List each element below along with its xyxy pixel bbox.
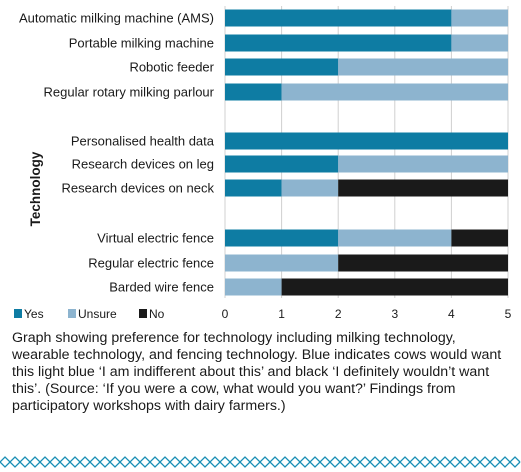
bar-yes-segment — [225, 58, 339, 76]
x-tick-label: 4 — [448, 307, 455, 321]
bar-yes-segment — [225, 34, 452, 52]
bar-no-segment — [281, 278, 508, 296]
bar-unsure-segment — [451, 34, 508, 52]
legend-label-no: No — [149, 307, 165, 321]
legend-swatch-no — [139, 309, 147, 318]
category-label: Research devices on neck — [62, 181, 215, 196]
decorative-border — [0, 456, 521, 468]
x-tick-label: 1 — [278, 307, 285, 321]
bar-yes-segment — [225, 229, 339, 247]
bar-unsure-segment — [281, 179, 339, 197]
stacked-bar-chart: Automatic milking machine (AMS) Portable … — [14, 6, 512, 321]
category-label: Regular rotary milking parlour — [43, 85, 214, 100]
category-label: Regular electric fence — [88, 256, 214, 271]
category-label: Barded wire fence — [109, 280, 214, 295]
bar-unsure-segment — [281, 83, 508, 101]
bar-yes-segment — [225, 179, 282, 197]
legend-label-unsure: Unsure — [78, 307, 117, 321]
bar-unsure-segment — [451, 9, 508, 27]
bar-yes-segment — [225, 83, 282, 101]
legend-swatch-yes — [14, 309, 22, 318]
bar-unsure-segment — [338, 229, 452, 247]
bar-unsure-segment — [338, 58, 508, 76]
category-label: Virtual electric fence — [97, 231, 214, 246]
bar-no-segment — [451, 229, 508, 247]
category-label: Research devices on leg — [72, 157, 214, 172]
bar-unsure-segment — [225, 278, 282, 296]
x-tick-label: 0 — [222, 307, 229, 321]
bar-unsure-segment — [225, 254, 339, 272]
x-tick-label: 2 — [335, 307, 342, 321]
legend-swatch-unsure — [68, 309, 76, 318]
bar-no-segment — [338, 179, 508, 197]
category-label: Automatic milking machine (AMS) — [19, 11, 214, 26]
legend-label-yes: Yes — [24, 307, 44, 321]
category-label: Robotic feeder — [129, 60, 214, 75]
x-tick-label: 3 — [391, 307, 398, 321]
bar-no-segment — [338, 254, 508, 272]
category-label: Portable milking machine — [69, 36, 214, 51]
bar-yes-segment — [225, 9, 452, 27]
bar-unsure-segment — [338, 155, 508, 173]
bar-yes-segment — [225, 132, 508, 150]
y-axis-title: Technology — [28, 151, 43, 226]
x-tick-label: 5 — [505, 307, 512, 321]
bar-yes-segment — [225, 155, 339, 173]
figure-caption: Graph showing preference for technology … — [12, 330, 502, 414]
decorative-zigzag-line — [0, 461, 521, 468]
category-label: Personalised health data — [71, 134, 215, 149]
